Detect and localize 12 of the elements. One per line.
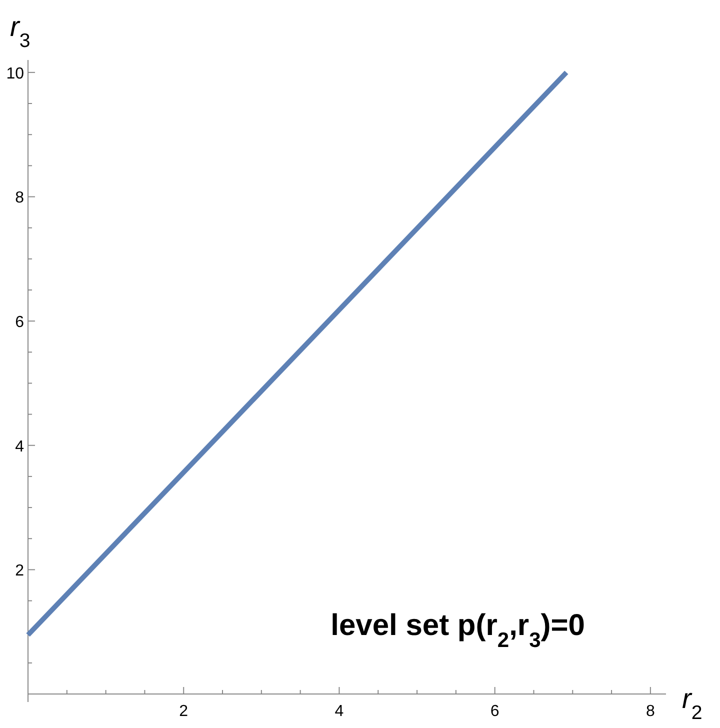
y-tick-label: 6 xyxy=(15,314,24,332)
x-tick-label: 2 xyxy=(179,703,188,720)
x-axis-title: r$_{2}$ xyxy=(682,683,702,724)
x-tick-label: 4 xyxy=(334,703,344,720)
y-tick-label: 4 xyxy=(15,438,24,456)
x-tick-label: 6 xyxy=(490,703,500,720)
annotation: level set p(r$_{2}$,r$_{3}$)=0 xyxy=(330,609,585,652)
y-tick-label: 8 xyxy=(15,190,24,207)
x-tick-label: 8 xyxy=(646,703,655,720)
y-tick-label: 10 xyxy=(6,65,24,82)
y-axis-title: r$_{3}$ xyxy=(10,11,30,52)
y-tick-label: 2 xyxy=(15,562,24,580)
